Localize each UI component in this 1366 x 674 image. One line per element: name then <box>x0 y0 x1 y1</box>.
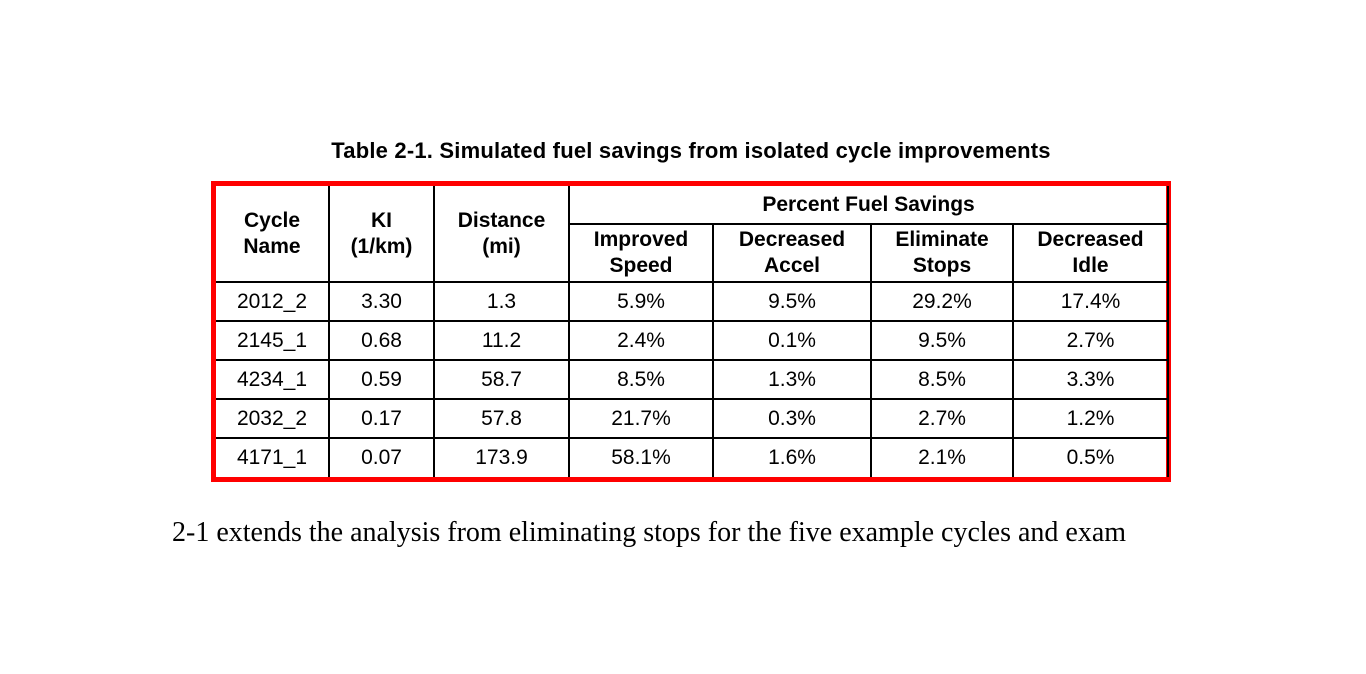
cell-improved-speed: 8.5% <box>568 359 714 400</box>
column-header-decreased-accel: Decreased Accel <box>712 223 872 283</box>
cell-improved-speed: 5.9% <box>568 281 714 322</box>
column-header-cycle-name: Cycle Name <box>216 186 330 283</box>
cell-distance: 11.2 <box>433 320 570 361</box>
cell-decreased-idle: 1.2% <box>1011 398 1170 439</box>
cell-decreased-accel: 0.3% <box>712 398 872 439</box>
cell-decreased-accel: 1.6% <box>712 437 872 477</box>
cell-ki: 0.17 <box>328 398 435 439</box>
cell-distance: 173.9 <box>433 437 570 477</box>
cell-ki: 0.59 <box>328 359 435 400</box>
table-row: 2012_2 3.30 1.3 5.9% 9.5% 29.2% 17.4% <box>216 281 1170 322</box>
table-row: 2145_1 0.68 11.2 2.4% 0.1% 9.5% 2.7% <box>216 320 1170 361</box>
cell-eliminate-stops: 9.5% <box>870 320 1014 361</box>
column-header-distance: Distance (mi) <box>433 186 570 283</box>
column-group-header-percent-fuel-savings: Percent Fuel Savings <box>567 186 1170 225</box>
cell-cycle-name: 2145_1 <box>216 320 330 361</box>
table-row: 2032_2 0.17 57.8 21.7% 0.3% 2.7% 1.2% <box>216 398 1170 439</box>
cell-eliminate-stops: 8.5% <box>870 359 1014 400</box>
column-header-ki: KI (1/km) <box>328 186 435 283</box>
fuel-savings-table: Cycle Name KI (1/km) Distance (mi) Perce… <box>216 186 1170 477</box>
cell-improved-speed: 2.4% <box>568 320 714 361</box>
cell-cycle-name: 4171_1 <box>216 437 330 477</box>
body-text: 2-1 extends the analysis from eliminatin… <box>172 517 1127 548</box>
cell-decreased-idle: 17.4% <box>1011 281 1170 322</box>
cell-eliminate-stops: 29.2% <box>870 281 1014 322</box>
cell-cycle-name: 2012_2 <box>216 281 330 322</box>
table-caption: Table 2-1. Simulated fuel savings from i… <box>331 138 1051 163</box>
column-header-decreased-idle: Decreased Idle <box>1011 223 1170 283</box>
cell-ki: 0.68 <box>328 320 435 361</box>
cell-ki: 0.07 <box>328 437 435 477</box>
red-highlight-box: Cycle Name KI (1/km) Distance (mi) Perce… <box>211 181 1171 482</box>
cell-eliminate-stops: 2.1% <box>870 437 1014 477</box>
cell-decreased-idle: 3.3% <box>1011 359 1170 400</box>
column-header-improved-speed: Improved Speed <box>569 223 714 283</box>
cell-eliminate-stops: 2.7% <box>870 398 1014 439</box>
cell-decreased-idle: 2.7% <box>1011 320 1170 361</box>
cell-decreased-accel: 9.5% <box>712 281 872 322</box>
table-row: 4234_1 0.59 58.7 8.5% 1.3% 8.5% 3.3% <box>216 359 1170 400</box>
cell-decreased-accel: 1.3% <box>712 359 872 400</box>
cell-improved-speed: 21.7% <box>568 398 714 439</box>
cell-distance: 58.7 <box>433 359 570 400</box>
cell-distance: 57.8 <box>433 398 570 439</box>
cell-cycle-name: 4234_1 <box>216 359 330 400</box>
column-header-eliminate-stops: Eliminate Stops <box>870 223 1014 283</box>
cell-decreased-accel: 0.1% <box>712 320 872 361</box>
cell-ki: 3.30 <box>328 281 435 322</box>
cell-cycle-name: 2032_2 <box>216 398 330 439</box>
table-row: 4171_1 0.07 173.9 58.1% 1.6% 2.1% 0.5% <box>216 437 1170 477</box>
cell-improved-speed: 58.1% <box>568 437 714 477</box>
cell-decreased-idle: 0.5% <box>1011 437 1170 477</box>
cell-distance: 1.3 <box>433 281 570 322</box>
